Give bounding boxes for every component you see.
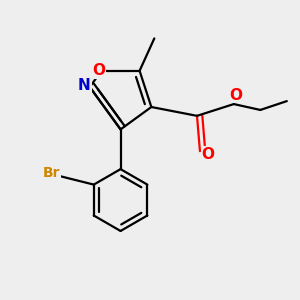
Text: O: O [92, 63, 105, 78]
Text: Br: Br [42, 166, 60, 180]
Text: N: N [78, 78, 91, 93]
Text: O: O [202, 147, 215, 162]
Text: O: O [229, 88, 242, 103]
